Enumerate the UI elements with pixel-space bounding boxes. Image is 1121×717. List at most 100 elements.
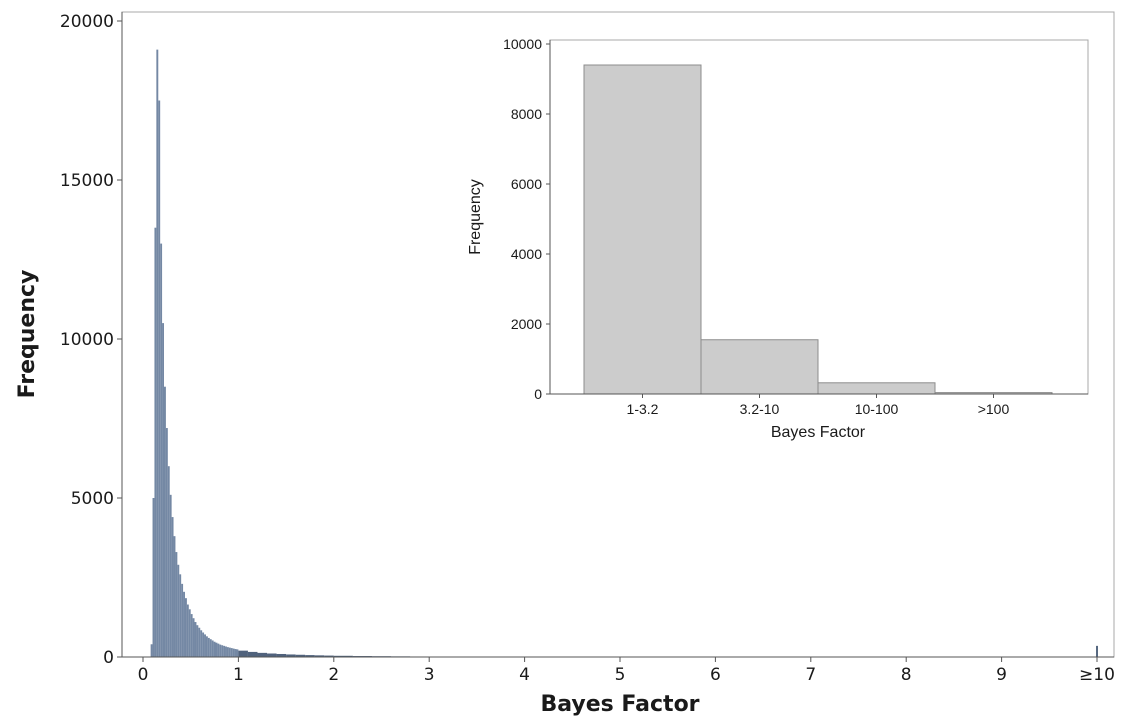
- histogram-bar: [183, 591, 185, 657]
- histogram-bar: [167, 466, 170, 657]
- histogram-bar: [267, 653, 277, 657]
- inset-x-tick-label: >100: [978, 401, 1010, 417]
- inset-y-axis-title: Frequency: [467, 179, 484, 255]
- histogram-bar: [194, 622, 197, 657]
- histogram-bar: [305, 655, 315, 657]
- histogram-bar: [181, 583, 184, 657]
- main-y-axis-title: Frequency: [15, 270, 40, 399]
- histogram-bar: [198, 627, 201, 657]
- histogram-bar: [188, 609, 191, 657]
- main-x-tick-label: 9: [996, 665, 1007, 685]
- histogram-bar: [184, 598, 187, 657]
- histogram-bar: [196, 625, 199, 657]
- histogram-bar: [150, 644, 153, 657]
- inset-x-tick-label: 3.2-10: [740, 401, 780, 417]
- histogram-bar: [190, 614, 193, 657]
- main-x-tick-label: 7: [805, 665, 816, 685]
- histogram-bar: [158, 100, 161, 657]
- inset-y-tick-label: 2000: [511, 316, 542, 332]
- histogram-bar: [226, 647, 229, 657]
- inset-bar: [817, 382, 936, 395]
- histogram-bar: [163, 386, 166, 657]
- main-y-tick-label: 10000: [60, 330, 114, 350]
- main-x-ticks: 0 1 2 3 4 5 6 7 8 9 ≥10: [138, 657, 1115, 685]
- main-x-tick-label: 2: [328, 665, 339, 685]
- histogram-bar: [202, 632, 205, 657]
- main-x-tick-label: 3: [424, 665, 435, 685]
- main-x-tick-label: 0: [138, 665, 149, 685]
- main-x-tick-label: ≥10: [1079, 665, 1115, 685]
- inset-bar-chart: 1-3.2 3.2-10 10-100 >100 0 2000 4000 6000 8000 1…: [467, 36, 1089, 441]
- histogram-bar: [236, 649, 239, 657]
- histogram-bar: [257, 652, 268, 657]
- main-y-tick-label: 15000: [60, 171, 114, 191]
- histogram-bar: [173, 536, 176, 657]
- inset-y-ticks: 0 2000 4000 6000 8000 10000: [503, 36, 550, 402]
- histogram-bar: [295, 654, 306, 657]
- inset-y-tick-label: 4000: [511, 246, 542, 262]
- inset-y-tick-label: 8000: [511, 106, 542, 122]
- main-x-tick-label: 8: [901, 665, 912, 685]
- main-x-axis-title: Bayes Factor: [540, 692, 699, 717]
- histogram-bar: [213, 641, 216, 657]
- histogram-bar: [200, 630, 203, 657]
- histogram-bar: [217, 643, 220, 657]
- histogram-bar: [156, 49, 159, 658]
- histogram-bar: [186, 604, 189, 657]
- inset-x-axis-title: Bayes Factor: [771, 424, 866, 441]
- main-x-tick-label: 1: [233, 665, 244, 685]
- histogram-bar: [333, 655, 353, 657]
- histogram-bar: [230, 648, 233, 657]
- main-x-tick-label: 4: [519, 665, 530, 685]
- histogram-bar: [179, 574, 182, 657]
- histogram-bar: [152, 498, 155, 657]
- inset-x-tick-label: 1-3.2: [627, 401, 659, 417]
- main-x-tick-label: 6: [710, 665, 721, 685]
- histogram-bar: [286, 654, 296, 657]
- histogram-bar: [232, 648, 235, 657]
- main-y-tick-label: 20000: [60, 12, 114, 32]
- main-y-tick-label: 0: [103, 648, 114, 668]
- histogram-bar: [324, 655, 334, 657]
- histogram-bar: [177, 564, 180, 657]
- histogram-bar: [175, 552, 178, 657]
- inset-bars: [583, 64, 1053, 395]
- histogram-bar: [154, 227, 157, 657]
- histogram-bar: [165, 428, 168, 657]
- inset-y-tick-label: 6000: [511, 176, 542, 192]
- main-x-tick-label: 5: [615, 665, 626, 685]
- histogram-bar: [171, 517, 174, 657]
- histogram-bar: [169, 494, 172, 657]
- histogram-bar: [238, 650, 248, 657]
- main-y-tick-label: 5000: [71, 489, 114, 509]
- histogram-bar: [160, 243, 163, 657]
- inset-x-tick-label: 10-100: [855, 401, 899, 417]
- histogram-bar: [211, 640, 214, 657]
- histogram-bar: [219, 644, 222, 657]
- histogram-bar: [162, 323, 164, 657]
- histogram-bar: [223, 645, 226, 657]
- histogram-bar: [234, 649, 237, 657]
- inset-x-ticks: 1-3.2 3.2-10 10-100 >100: [627, 394, 1010, 417]
- histogram-bar: [247, 651, 258, 657]
- histogram-bar: [215, 642, 218, 657]
- histogram-bar: [276, 653, 287, 657]
- histogram-bar: [205, 636, 208, 657]
- histogram-bar: [221, 645, 224, 657]
- histogram-bar: [314, 655, 325, 657]
- inset-bar: [700, 339, 819, 395]
- inset-y-tick-label: 0: [534, 386, 542, 402]
- histogram-bar: [207, 637, 210, 657]
- inset-bar: [583, 64, 702, 395]
- main-y-ticks: 0 5000 10000 15000 20000: [60, 12, 122, 668]
- histogram-bar: [204, 634, 206, 657]
- histogram-bar: [209, 639, 212, 657]
- histogram-bar: [228, 647, 231, 657]
- histogram-bar: [225, 646, 227, 657]
- histogram-bar: [192, 618, 195, 657]
- inset-y-tick-label: 10000: [503, 36, 542, 52]
- histogram-bar: [1096, 645, 1098, 657]
